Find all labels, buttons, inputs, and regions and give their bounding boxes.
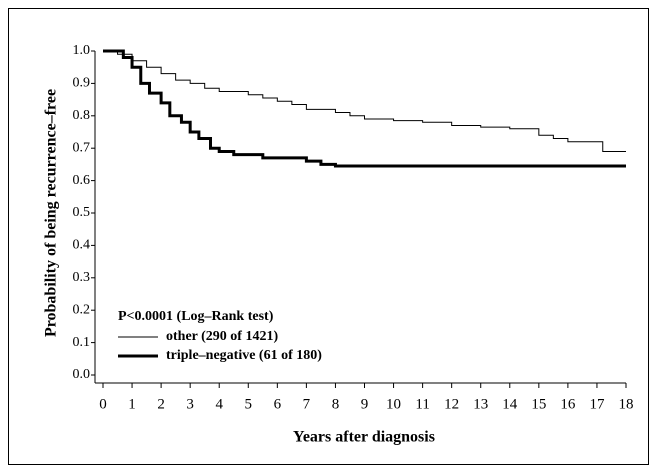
x-tick-label: 2: [157, 396, 165, 412]
y-tick-label: 0.2: [73, 302, 91, 317]
x-tick-label: 9: [361, 396, 369, 412]
y-tick-label: 0.4: [73, 238, 91, 253]
y-tick-label: 1.0: [73, 43, 91, 58]
y-tick-label: 0.6: [73, 173, 91, 188]
x-tick-label: 0: [99, 396, 107, 412]
x-tick-label: 7: [303, 396, 311, 412]
x-tick-label: 4: [215, 396, 223, 412]
y-tick-label: 0.0: [73, 367, 91, 382]
x-tick-label: 12: [444, 396, 459, 412]
survival-curve: [103, 49, 626, 168]
y-tick-label: 0.8: [73, 108, 91, 123]
legend-label: triple–negative (61 of 180): [166, 348, 322, 363]
x-tick-label: 13: [473, 396, 488, 412]
y-tick-label: 0.7: [73, 140, 91, 155]
x-tick-label: 5: [245, 396, 253, 412]
survival-curve: [103, 50, 626, 152]
x-tick-label: 15: [531, 396, 546, 412]
figure-border: [8, 8, 649, 465]
x-tick-label: 6: [274, 396, 282, 412]
y-tick-label: 0.1: [73, 335, 91, 350]
y-tick-label: 0.5: [73, 205, 91, 220]
x-tick-label: 14: [502, 396, 518, 412]
x-tick-label: 10: [386, 396, 401, 412]
x-tick-label: 16: [560, 396, 576, 412]
x-tick-label: 1: [128, 396, 136, 412]
x-tick-label: 8: [332, 396, 340, 412]
x-tick-label: 17: [589, 396, 605, 412]
x-axis-title: Years after diagnosis: [293, 429, 435, 446]
y-tick-label: 0.3: [73, 270, 91, 285]
y-tick-label: 0.9: [73, 76, 91, 91]
x-tick-label: 18: [619, 396, 634, 412]
legend-label: other (290 of 1421): [166, 329, 278, 344]
y-axis-title: Probability of being recurrence–free: [43, 89, 60, 337]
x-tick-label: 11: [415, 396, 429, 412]
annotation: P<0.0001 (Log–Rank test): [118, 309, 274, 324]
x-tick-label: 3: [186, 396, 194, 412]
